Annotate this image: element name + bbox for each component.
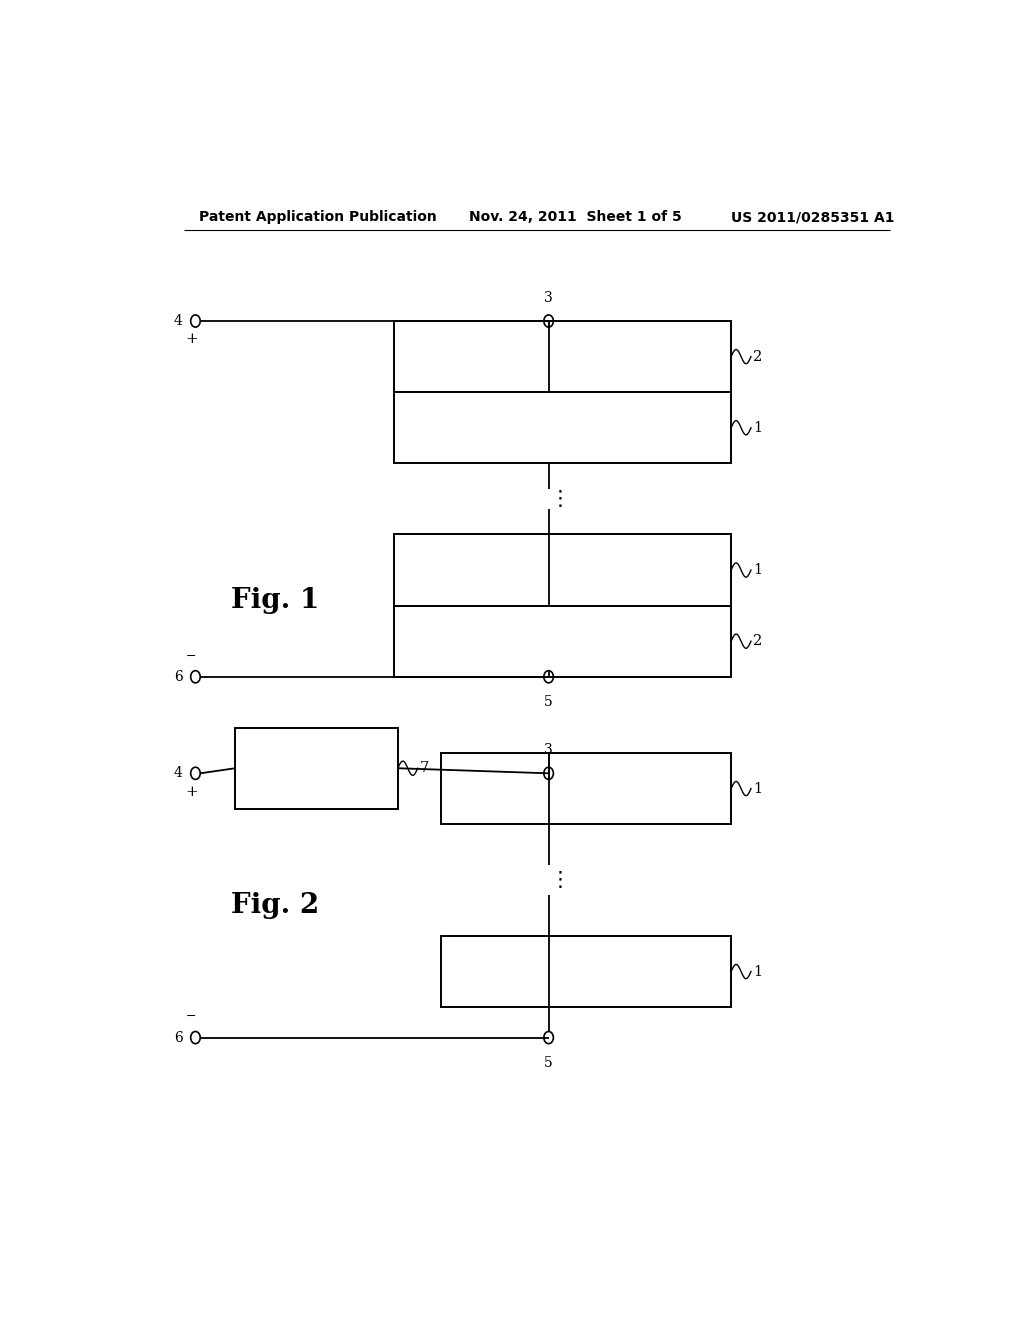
Text: −: −	[185, 1010, 196, 1023]
Text: 6: 6	[174, 1031, 182, 1044]
Text: Fig. 2: Fig. 2	[231, 892, 319, 919]
Text: Patent Application Publication: Patent Application Publication	[200, 210, 437, 224]
Text: −: −	[185, 649, 196, 663]
Text: 4: 4	[174, 314, 182, 329]
Text: ⋮: ⋮	[550, 870, 571, 890]
Text: Nov. 24, 2011  Sheet 1 of 5: Nov. 24, 2011 Sheet 1 of 5	[469, 210, 682, 224]
Text: 1: 1	[754, 965, 763, 978]
Text: +: +	[185, 333, 198, 346]
Text: 1: 1	[754, 421, 763, 434]
Bar	[394, 392, 731, 463]
Bar	[441, 752, 731, 824]
Text: 4: 4	[174, 767, 182, 780]
Text: 5: 5	[544, 696, 553, 709]
Text: 2: 2	[754, 350, 763, 363]
Text: 7: 7	[420, 762, 429, 775]
Text: 3: 3	[544, 290, 553, 305]
Text: 1: 1	[754, 781, 763, 796]
Text: 3: 3	[544, 743, 553, 758]
Bar	[441, 936, 731, 1007]
Bar	[394, 321, 731, 392]
Text: Fig. 1: Fig. 1	[231, 587, 319, 614]
Text: 6: 6	[174, 669, 182, 684]
Text: +: +	[185, 784, 198, 799]
Bar	[236, 727, 398, 809]
Text: ⋮: ⋮	[550, 488, 571, 510]
Bar	[394, 535, 731, 606]
Text: 5: 5	[544, 1056, 553, 1071]
Text: US 2011/0285351 A1: US 2011/0285351 A1	[731, 210, 895, 224]
Text: 1: 1	[754, 564, 763, 577]
Bar	[394, 606, 731, 677]
Text: 2: 2	[754, 634, 763, 648]
